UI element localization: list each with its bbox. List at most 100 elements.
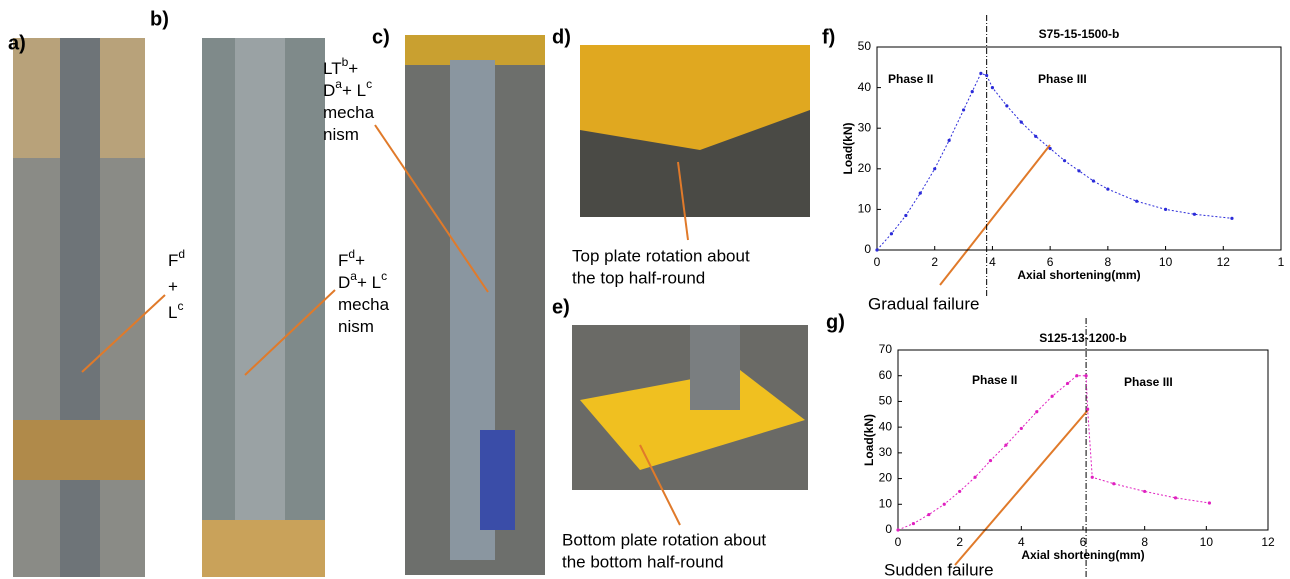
y-tick-label: 30 bbox=[858, 120, 872, 134]
superscript: c bbox=[381, 269, 387, 283]
annotation-line: + bbox=[168, 277, 178, 296]
plot-area bbox=[898, 350, 1268, 530]
data-point bbox=[1174, 496, 1177, 499]
data-point bbox=[1193, 213, 1196, 216]
data-point bbox=[1077, 169, 1080, 172]
data-point bbox=[1091, 476, 1094, 479]
data-point bbox=[912, 522, 915, 525]
data-point bbox=[919, 192, 922, 195]
series-line bbox=[898, 376, 1209, 530]
failure-annotation: Gradual failure bbox=[868, 294, 980, 313]
superscript: c bbox=[366, 77, 372, 91]
photo-a-column bbox=[60, 38, 100, 577]
annotation-text: mecha bbox=[338, 295, 390, 314]
annotation-text: F bbox=[168, 251, 178, 270]
data-point bbox=[875, 248, 878, 251]
x-tick-label: 12 bbox=[1217, 255, 1231, 269]
panel-label: c) bbox=[372, 26, 390, 48]
data-point bbox=[890, 232, 893, 235]
annotation-text: mecha bbox=[323, 103, 375, 122]
data-point bbox=[1143, 490, 1146, 493]
superscript: d bbox=[348, 247, 355, 261]
annotation-text: + L bbox=[357, 273, 381, 292]
data-point bbox=[1066, 382, 1069, 385]
annotation-line: mecha bbox=[323, 103, 375, 122]
annotation-text: L bbox=[168, 303, 177, 322]
annotation-text: D bbox=[323, 81, 335, 100]
x-tick-label: 1 bbox=[1278, 255, 1285, 269]
data-point bbox=[1086, 408, 1089, 411]
data-point bbox=[971, 90, 974, 93]
panel-label: d) bbox=[552, 26, 571, 48]
annotation-text: D bbox=[338, 273, 350, 292]
y-tick-label: 20 bbox=[858, 161, 872, 175]
data-point bbox=[943, 503, 946, 506]
data-point bbox=[1208, 501, 1211, 504]
annotation-line: Da+ Lc bbox=[338, 269, 387, 292]
annotation-text: F bbox=[338, 251, 348, 270]
data-point bbox=[1230, 217, 1233, 220]
x-tick-label: 6 bbox=[1047, 255, 1054, 269]
data-point bbox=[1084, 374, 1087, 377]
data-point bbox=[1063, 159, 1066, 162]
phase-label: Phase II bbox=[972, 373, 1017, 387]
annotation-text: + bbox=[355, 251, 365, 270]
annotation-line: mecha bbox=[338, 295, 390, 314]
annotation-text: LT bbox=[323, 59, 342, 78]
x-tick-label: 8 bbox=[1141, 535, 1148, 549]
annotation-text: nism bbox=[338, 317, 374, 336]
chart-title: S125-13-1200-b bbox=[1039, 331, 1126, 345]
data-point bbox=[1034, 135, 1037, 138]
data-point bbox=[989, 459, 992, 462]
data-point bbox=[1135, 200, 1138, 203]
panel-label: e) bbox=[552, 296, 570, 318]
superscript: d bbox=[178, 247, 185, 261]
x-axis-label: Axial shortening(mm) bbox=[1021, 548, 1144, 562]
x-tick-label: 2 bbox=[931, 255, 938, 269]
annotation-text: + bbox=[348, 59, 358, 78]
x-axis-label: Axial shortening(mm) bbox=[1017, 268, 1140, 282]
data-point bbox=[962, 108, 965, 111]
panel-label: b) bbox=[150, 8, 169, 30]
y-tick-label: 70 bbox=[879, 342, 893, 356]
x-tick-label: 10 bbox=[1200, 535, 1214, 549]
failure-annotation: Sudden failure bbox=[884, 560, 994, 579]
x-tick-label: 0 bbox=[874, 255, 881, 269]
y-tick-label: 30 bbox=[879, 445, 893, 459]
annotation-line: LTb+ bbox=[323, 55, 358, 78]
y-tick-label: 50 bbox=[879, 394, 893, 408]
y-tick-label: 50 bbox=[858, 39, 872, 53]
panel-label: a) bbox=[8, 32, 26, 54]
data-point bbox=[1075, 374, 1078, 377]
data-point bbox=[985, 74, 988, 77]
x-tick-label: 8 bbox=[1105, 255, 1112, 269]
figure: a)b)c)d)e)f)g)Fd+LcLTb+Da+ LcmechanismFd… bbox=[0, 0, 1290, 579]
caption: Bottom plate rotation about bbox=[562, 530, 766, 549]
annotation-text: nism bbox=[323, 125, 359, 144]
data-point bbox=[1004, 444, 1007, 447]
data-point bbox=[1035, 410, 1038, 413]
data-point bbox=[1051, 395, 1054, 398]
x-tick-label: 2 bbox=[956, 535, 963, 549]
y-tick-label: 0 bbox=[864, 242, 871, 256]
y-tick-label: 40 bbox=[858, 80, 872, 94]
photo-e-column bbox=[690, 325, 740, 410]
y-tick-label: 10 bbox=[879, 496, 893, 510]
data-point bbox=[1106, 188, 1109, 191]
annotation-line: Lc bbox=[168, 299, 183, 322]
y-tick-label: 20 bbox=[879, 471, 893, 485]
y-axis-label: Load(kN) bbox=[841, 123, 855, 175]
data-point bbox=[991, 86, 994, 89]
annotation-line: Da+ Lc bbox=[323, 77, 372, 100]
caption: Top plate rotation about bbox=[572, 246, 750, 265]
annotation-line: Fd+ bbox=[338, 247, 365, 270]
chart-title: S75-15-1500-b bbox=[1039, 27, 1120, 41]
annotation-line: nism bbox=[338, 317, 374, 336]
superscript: c bbox=[177, 299, 183, 313]
data-point bbox=[1092, 179, 1095, 182]
data-point bbox=[1049, 147, 1052, 150]
data-point bbox=[1020, 121, 1023, 124]
data-point bbox=[933, 167, 936, 170]
photo-b-floor bbox=[202, 520, 325, 577]
panel-label: f) bbox=[822, 26, 835, 48]
